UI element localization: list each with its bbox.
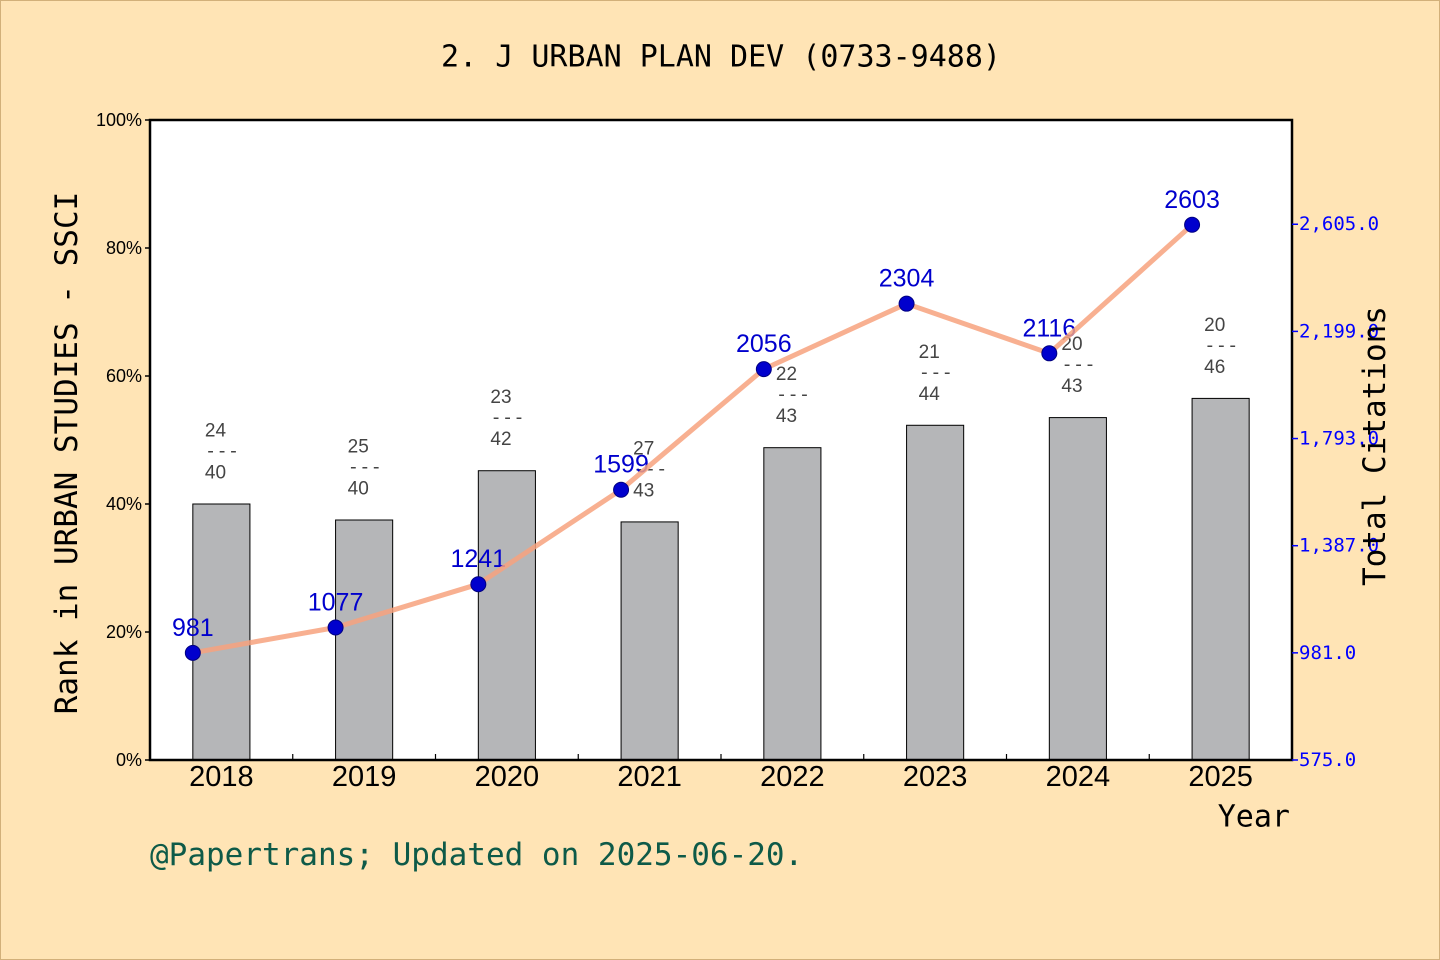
x-tick-label-2024: 2024: [1046, 761, 1111, 793]
citation-label-2025: 2603: [1164, 186, 1220, 214]
right-tick-label: 1,387.0: [1299, 535, 1379, 557]
y-tick-label: 0%: [116, 750, 142, 770]
rank-total-label-2025: 46: [1204, 357, 1225, 378]
rank-label-2019: 25: [348, 437, 369, 458]
y-tick-label: 40%: [106, 494, 142, 514]
bar-2020: [477, 470, 536, 761]
citation-point-2022: [755, 361, 772, 378]
bar-2023: [906, 424, 965, 761]
rank-separator-2023: ---: [919, 361, 953, 383]
x-axis-label: Year: [1218, 800, 1290, 835]
y-tick-label: 80%: [106, 238, 142, 258]
footer-credit: @Papertrans; Updated on 2025-06-20.: [150, 837, 803, 873]
rank-total-label-2018: 40: [205, 463, 226, 484]
x-axis-ticks: 2018 2019 2020 2021 2022 2023 2024 2025: [189, 754, 1253, 793]
rank-total-label-2024: 43: [1061, 376, 1082, 397]
rank-total-label-2022: 43: [776, 406, 797, 427]
right-tick-label: 1,793.0: [1299, 428, 1379, 450]
citation-label-2022: 2056: [736, 330, 792, 358]
plot-area: [150, 120, 1292, 760]
rank-total-label-2023: 44: [919, 384, 941, 405]
x-tick-label-2023: 2023: [903, 761, 968, 793]
y-axis-label-right: Total Citations: [1357, 306, 1393, 586]
citation-label-2023: 2304: [879, 265, 935, 293]
citation-point-2024: [1041, 345, 1058, 362]
bar-2018: [192, 503, 251, 761]
x-tick-label-2019: 2019: [332, 761, 397, 793]
left-axis-ticks: 0% 20% 40% 60% 80% 100%: [96, 110, 150, 770]
citation-point-2019: [327, 619, 344, 636]
y-tick-label: 60%: [106, 366, 142, 386]
rank-separator-2018: ---: [205, 440, 239, 462]
rank-separator-2022: ---: [776, 384, 810, 406]
rank-label-2022: 22: [776, 364, 797, 385]
citation-point-2020: [470, 576, 487, 593]
right-tick-label: 2,199.0: [1299, 320, 1379, 342]
rank-label-2025: 20: [1204, 315, 1225, 336]
rank-separator-2019: ---: [348, 456, 382, 478]
right-axis-ticks: 575.0 981.0 1,387.0 1,793.0 2,199.0 2,605.0: [1292, 213, 1379, 771]
bar-2024: [1048, 417, 1107, 761]
citation-point-2023: [898, 295, 915, 312]
rank-label-2023: 21: [919, 342, 940, 363]
citations-line: [190, 222, 1195, 656]
rank-separator-2024: ---: [1061, 354, 1095, 376]
citation-label-2019: 1077: [308, 589, 364, 617]
bar-2021: [620, 521, 679, 761]
citation-point-2021: [613, 481, 630, 498]
y-axis-label-left: Rank in URBAN STUDIES - SSCI: [49, 192, 85, 715]
rank-label-2021: 27: [633, 438, 654, 459]
citation-label-2018: 981: [172, 614, 214, 642]
rank-separator-2025: ---: [1204, 334, 1238, 356]
rank-label-2018: 24: [205, 421, 227, 442]
bar-2025: [1191, 397, 1250, 761]
right-tick-label: 981.0: [1299, 642, 1356, 664]
citation-point-2025: [1184, 216, 1201, 233]
rank-total-label-2021: 43: [633, 480, 654, 501]
rank-separator-2020: ---: [490, 407, 524, 429]
bar-group: [192, 397, 1250, 761]
x-tick-label-2025: 2025: [1188, 761, 1253, 793]
x-tick-label-2022: 2022: [760, 761, 825, 793]
right-tick-label: 575.0: [1299, 749, 1356, 771]
right-tick-label: 2,605.0: [1299, 213, 1379, 235]
y-tick-label: 100%: [96, 110, 142, 130]
x-tick-label-2018: 2018: [189, 761, 254, 793]
rank-total-label-2019: 40: [348, 479, 369, 500]
citation-point-2018: [184, 644, 201, 661]
rank-total-label-2020: 42: [490, 429, 511, 450]
chart-title: 2. J URBAN PLAN DEV (0733-9488): [441, 40, 1001, 75]
x-tick-label-2020: 2020: [475, 761, 540, 793]
y-tick-label: 20%: [106, 622, 142, 642]
bar-2022: [763, 447, 822, 761]
x-tick-label-2021: 2021: [617, 761, 682, 793]
citation-label-2020: 1241: [451, 545, 507, 573]
rank-label-2020: 23: [490, 387, 511, 408]
bar-2019: [335, 519, 394, 761]
citation-point-group: [184, 216, 1201, 661]
